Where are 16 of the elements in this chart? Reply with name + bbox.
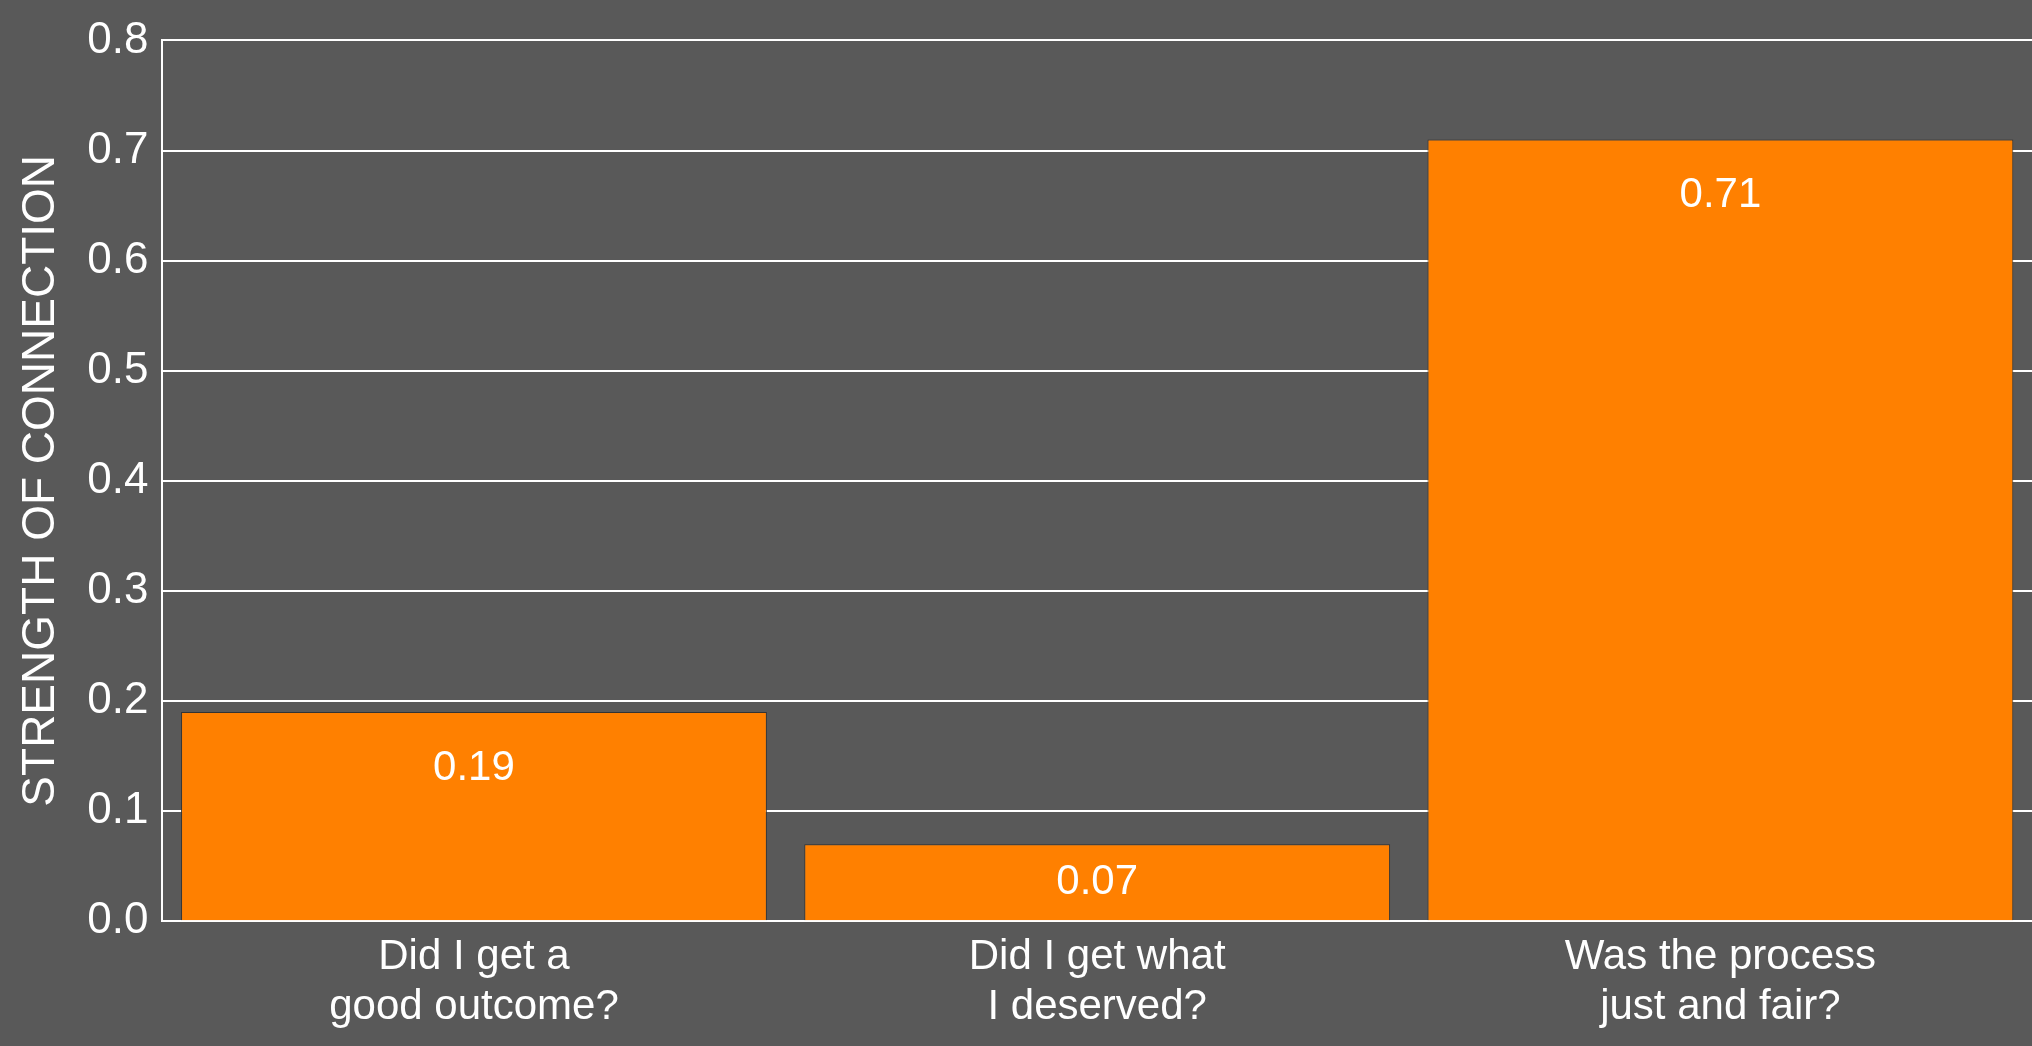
- y-tick-label: 0.1: [87, 783, 149, 833]
- data-label: 0.07: [1056, 855, 1139, 903]
- y-tick-label: 0.4: [87, 452, 149, 502]
- x-tick-label: Was the process just and fair?: [1564, 930, 1877, 1029]
- y-tick-label: 0.3: [87, 563, 149, 613]
- data-label: 0.19: [433, 741, 515, 789]
- data-label: 0.71: [1679, 169, 1762, 217]
- y-axis-title: STRENGTH OF CONNECTION: [12, 154, 65, 807]
- y-tick-label: 0.0: [87, 893, 149, 943]
- y-tick-label: 0.2: [87, 673, 149, 723]
- y-tick-label: 0.5: [87, 342, 149, 392]
- x-tick-label: Did I get a good outcome?: [329, 930, 619, 1029]
- y-tick-label: 0.8: [87, 12, 149, 62]
- y-tick-label: 0.6: [87, 232, 149, 282]
- y-tick-label: 0.7: [87, 122, 149, 172]
- x-tick-label: Did I get what I deserved?: [968, 930, 1226, 1029]
